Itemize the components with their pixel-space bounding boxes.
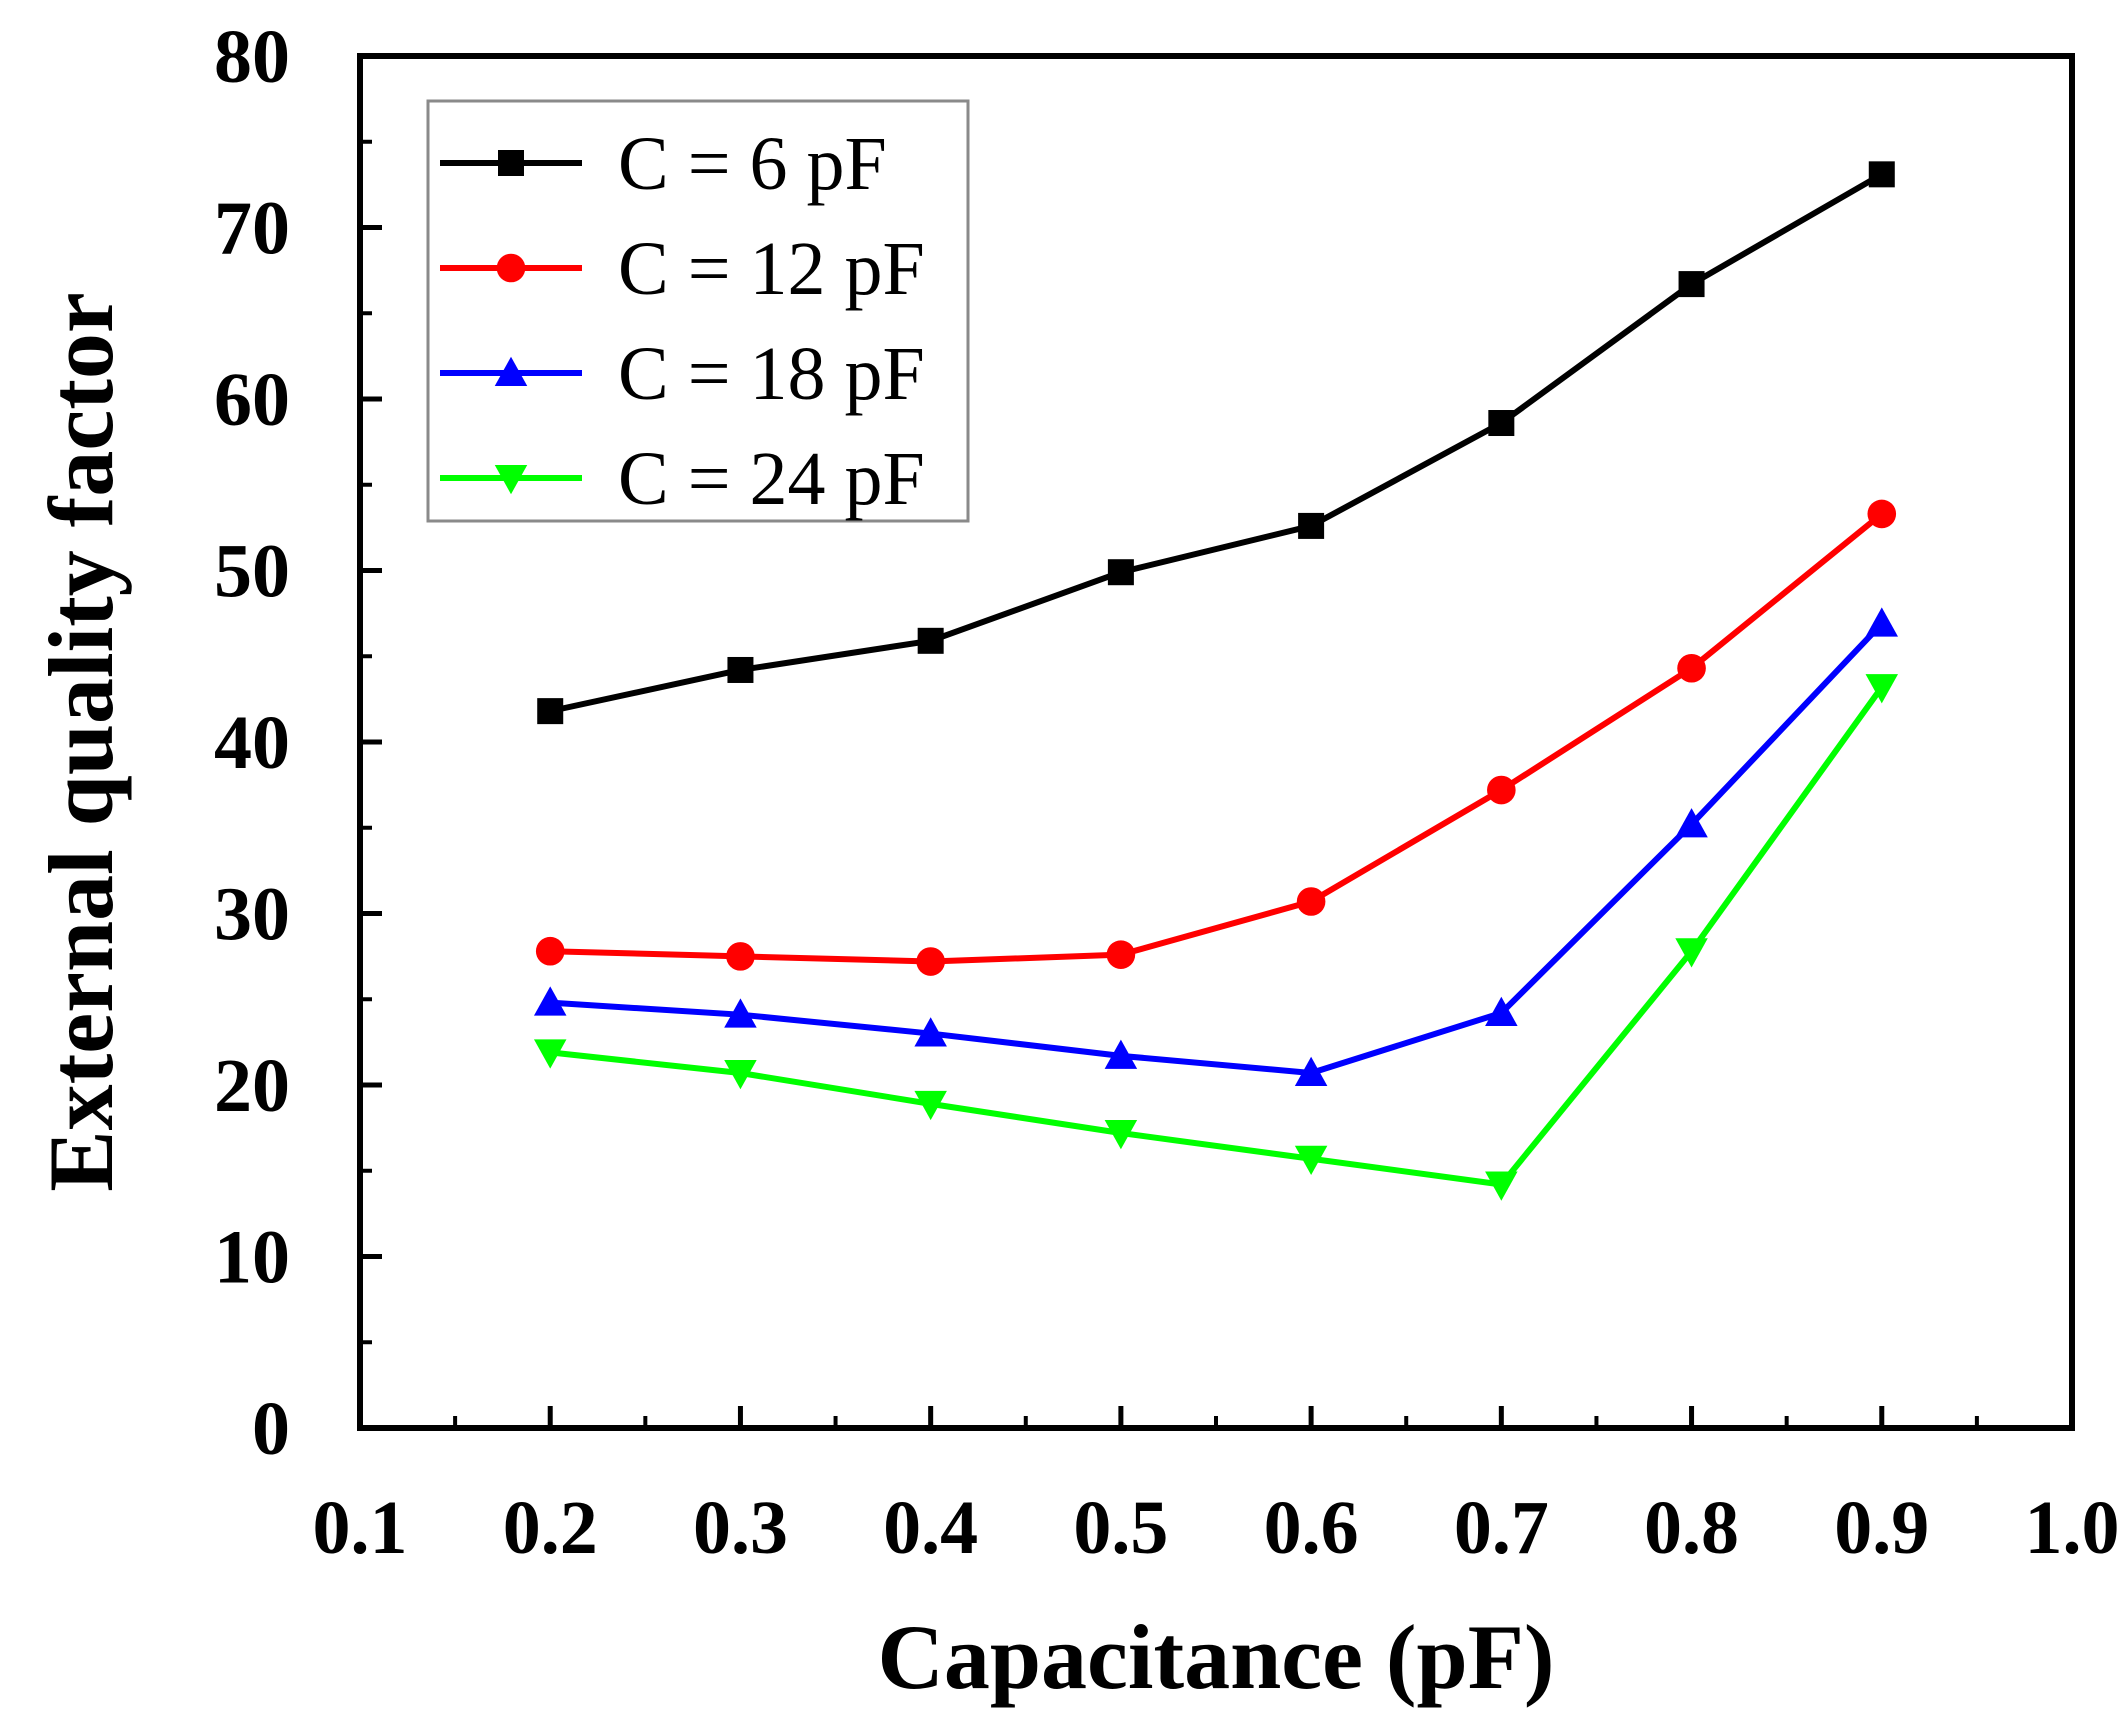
series-line bbox=[549, 171, 1884, 715]
data-point bbox=[1107, 559, 1134, 586]
data-point bbox=[1677, 653, 1706, 683]
x-tick-label: 0.6 bbox=[1264, 1486, 1359, 1570]
data-point bbox=[1488, 410, 1515, 437]
data-point bbox=[1675, 938, 1708, 968]
data-point bbox=[1678, 271, 1705, 298]
data-point bbox=[1485, 1171, 1518, 1201]
legend-label: C = 12 pF bbox=[618, 227, 925, 311]
data-point bbox=[537, 698, 564, 725]
data-point bbox=[917, 627, 944, 654]
data-point bbox=[1104, 1039, 1138, 1069]
legend-label: C = 18 pF bbox=[618, 332, 925, 416]
series-4 bbox=[533, 674, 1899, 1201]
data-point bbox=[727, 656, 754, 683]
data-point bbox=[1675, 808, 1708, 838]
data-point bbox=[1294, 1145, 1328, 1175]
data-point bbox=[1868, 161, 1895, 188]
y-tick-label: 40 bbox=[214, 701, 290, 785]
x-tick-label: 0.4 bbox=[883, 1486, 978, 1570]
data-point bbox=[914, 1090, 947, 1121]
legend-marker bbox=[494, 465, 528, 495]
data-point bbox=[535, 936, 565, 966]
legend-label: C = 6 pF bbox=[618, 122, 887, 206]
data-point bbox=[1865, 674, 1899, 704]
x-tick-label: 0.2 bbox=[503, 1486, 598, 1570]
y-tick-label: 10 bbox=[214, 1216, 290, 1300]
data-point bbox=[1104, 1120, 1138, 1150]
data-point bbox=[533, 986, 567, 1016]
data-point bbox=[724, 998, 757, 1028]
y-tick-label: 80 bbox=[214, 15, 290, 99]
data-point bbox=[1298, 512, 1325, 539]
x-axis-title: Capacitance (pF) bbox=[877, 1606, 1554, 1708]
y-tick-label: 30 bbox=[214, 873, 290, 957]
legend-marker bbox=[498, 150, 524, 176]
data-point bbox=[1487, 775, 1516, 805]
data-point bbox=[1485, 996, 1518, 1026]
data-point bbox=[724, 1059, 757, 1090]
data-point bbox=[1865, 607, 1899, 637]
data-point bbox=[1296, 887, 1326, 916]
x-tick-label: 0.7 bbox=[1454, 1486, 1549, 1570]
legend-marker bbox=[496, 253, 526, 283]
y-tick-label: 70 bbox=[214, 187, 290, 271]
x-tick-label: 0.8 bbox=[1644, 1486, 1739, 1570]
data-point bbox=[914, 1017, 947, 1047]
y-axis-title: External quality factor bbox=[30, 292, 132, 1191]
legend: C = 6 pF C = 12 pF C = 18 pF C = 24 pF bbox=[426, 99, 970, 523]
series-1 bbox=[537, 161, 1895, 725]
data-point bbox=[1106, 940, 1136, 969]
series-3 bbox=[533, 607, 1899, 1086]
legend-label: C = 24 pF bbox=[618, 437, 925, 521]
x-tick-label: 0.9 bbox=[1834, 1486, 1929, 1570]
series-line bbox=[550, 511, 1884, 965]
data-point bbox=[1867, 499, 1897, 529]
series-2 bbox=[535, 499, 1897, 976]
y-tick-label: 0 bbox=[252, 1387, 290, 1471]
legend-marker bbox=[494, 356, 528, 386]
y-tick-label: 60 bbox=[214, 358, 290, 442]
data-point bbox=[916, 947, 945, 976]
y-tick-label: 50 bbox=[214, 530, 290, 614]
data-point bbox=[1294, 1056, 1328, 1086]
x-tick-label: 0.1 bbox=[313, 1486, 408, 1570]
series-line bbox=[550, 621, 1884, 1076]
series-line bbox=[549, 685, 1885, 1188]
x-tick-label: 1.0 bbox=[2025, 1486, 2120, 1570]
x-tick-label: 0.3 bbox=[693, 1486, 788, 1570]
data-point bbox=[726, 942, 755, 971]
x-tick-label: 0.5 bbox=[1073, 1486, 1168, 1570]
data-point bbox=[533, 1039, 567, 1069]
y-tick-label: 20 bbox=[214, 1044, 290, 1128]
